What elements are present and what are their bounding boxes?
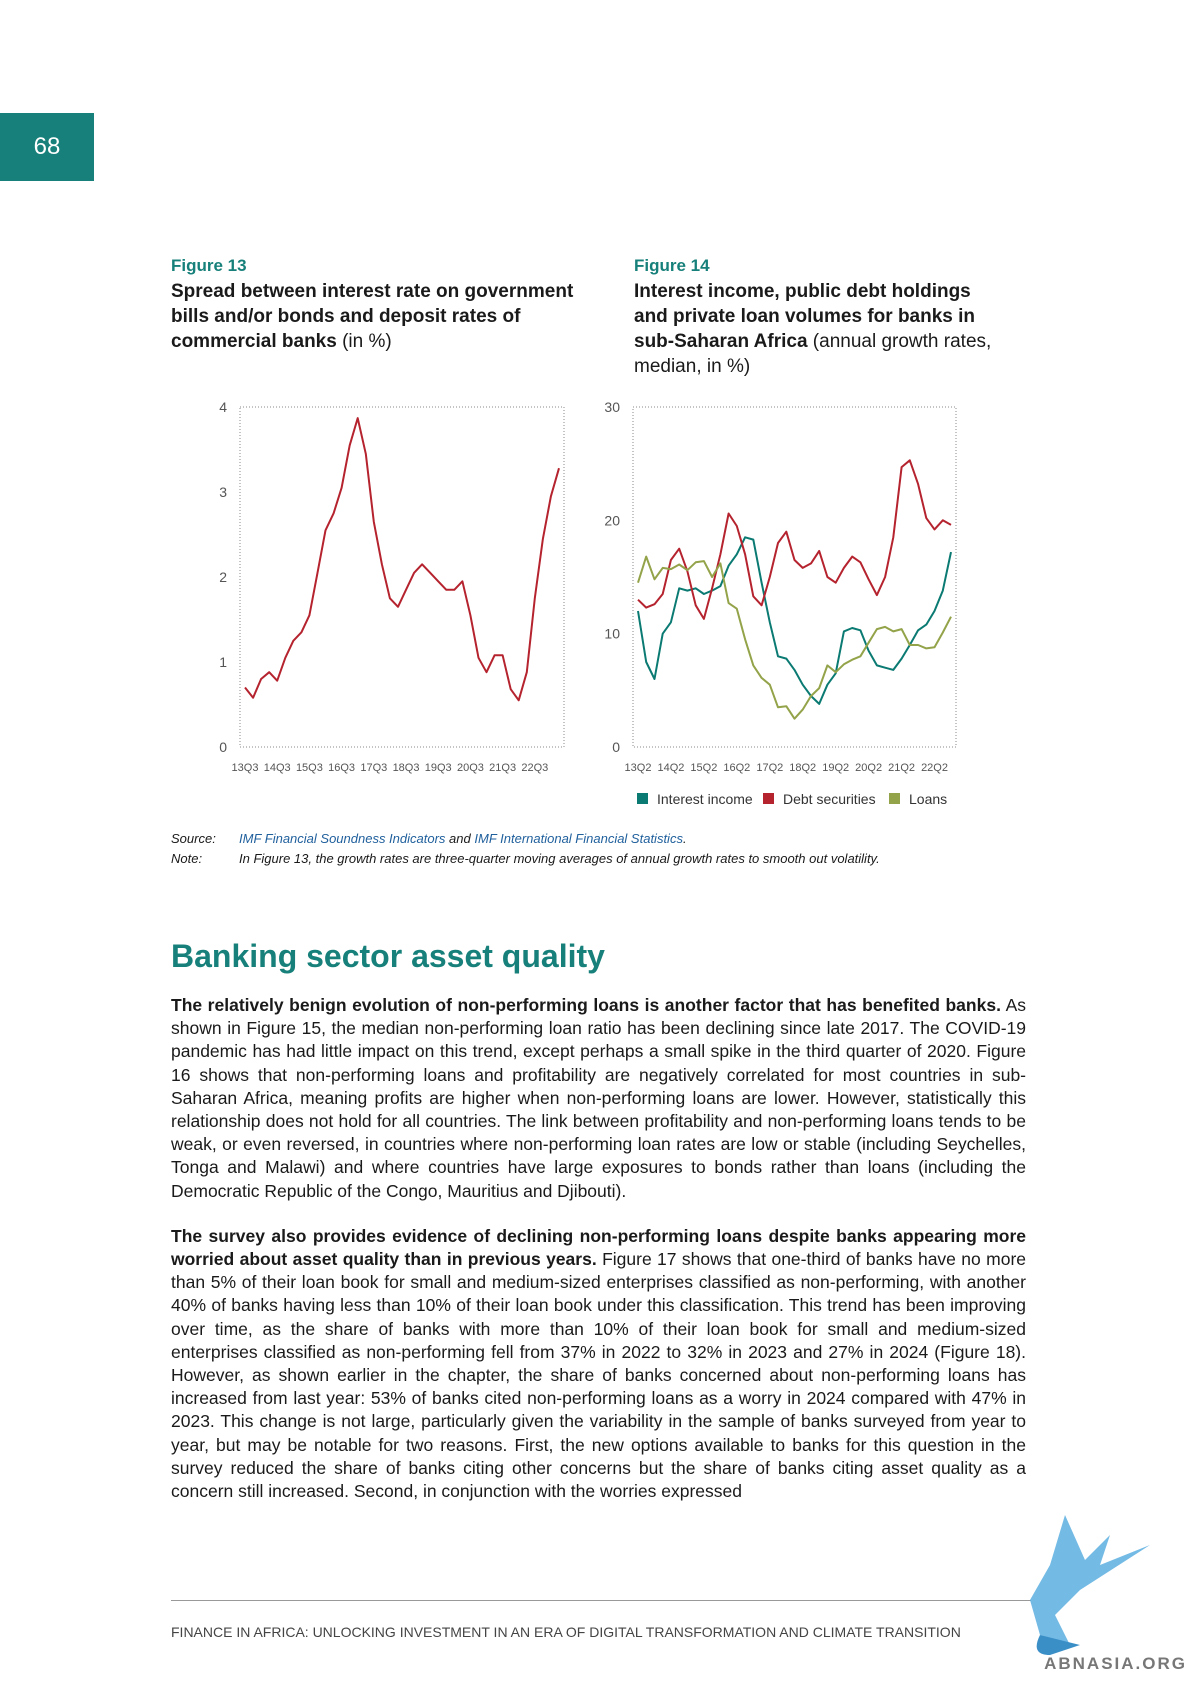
source-link[interactable]: IMF International Financial Statistics [474, 831, 683, 846]
footer: FINANCE IN AFRICA: UNLOCKING INVESTMENT … [171, 1624, 961, 1640]
x-tick-label: 20Q3 [457, 762, 484, 774]
source-link[interactable]: IMF Financial Soundness Indicators [239, 831, 446, 846]
legend-label: Loans [909, 791, 947, 807]
x-tick-label: 22Q2 [921, 762, 948, 774]
x-tick-label: 15Q2 [690, 762, 717, 774]
source-label: Source: [171, 831, 216, 846]
logo-bird [1030, 1515, 1150, 1645]
x-tick-label: 21Q3 [489, 762, 516, 774]
x-tick-label: 19Q2 [822, 762, 849, 774]
note-label: Note: [171, 851, 203, 866]
x-tick-label: 19Q3 [425, 762, 452, 774]
figure-title-unit: (annual growth rates, median, in %) [634, 331, 992, 377]
page-number: 68 [0, 113, 94, 181]
x-tick-label: 21Q2 [888, 762, 915, 774]
x-tick-label: 16Q3 [328, 762, 355, 774]
x-tick-label: 18Q2 [789, 762, 816, 774]
plot-frame [239, 406, 565, 748]
source-text: IMF Financial Soundness Indicators and I… [239, 831, 687, 846]
figure-label: Figure 13 [171, 256, 247, 275]
figure-title: Interest income, public debt holdings an… [634, 279, 1009, 379]
section-heading: Banking sector asset quality [171, 938, 605, 974]
watermark-logo: ABNASIA.ORG [1030, 1515, 1187, 1673]
plot-frame [632, 406, 957, 748]
figure-title-unit: (in %) [342, 331, 392, 352]
legend-label: Interest income [657, 791, 753, 807]
figure-label: Figure 14 [634, 256, 710, 275]
x-tick-label: 22Q3 [521, 762, 548, 774]
x-tick-label: 18Q3 [393, 762, 420, 774]
paragraph-text: Figure 17 shows that one-third of banks … [171, 1249, 1027, 1502]
note-text: In Figure 13, the growth rates are three… [239, 851, 880, 866]
data-line [637, 555, 952, 720]
data-line [637, 536, 952, 705]
paragraph-lead: The survey also provides evidence of dec… [171, 1225, 1026, 1270]
y-tick-label: 2 [219, 569, 227, 585]
x-tick-label: 14Q3 [264, 762, 291, 774]
y-tick-label: 1 [219, 654, 227, 670]
legend-swatch [637, 793, 648, 804]
x-tick-label: 17Q2 [756, 762, 783, 774]
legend-swatch [763, 793, 774, 804]
figure-title-main: Spread between interest rate on governme… [171, 281, 574, 352]
paragraph-text: As shown in Figure 15, the median non-pe… [171, 995, 1026, 1201]
source-end: . [682, 831, 687, 846]
x-tick-label: 13Q2 [625, 762, 652, 774]
y-tick-label: 30 [604, 399, 620, 415]
figure-title: Spread between interest rate on governme… [171, 279, 591, 354]
charts: 0 1 2 3 4 13Q3 14Q3 15Q3 16Q3 17Q3 18Q3 19Q3 20Q3 21Q… [219, 399, 957, 807]
x-tick-label: 16Q2 [723, 762, 750, 774]
x-tick-label: 17Q3 [360, 762, 387, 774]
y-tick-label: 4 [219, 399, 227, 415]
data-line [244, 417, 560, 702]
y-tick-label: 20 [604, 512, 620, 528]
y-tick-label: 10 [604, 626, 620, 642]
x-tick-label: 15Q3 [296, 762, 323, 774]
source-joiner: and [449, 831, 471, 846]
y-tick-label: 0 [219, 739, 227, 755]
watermark-text: ABNASIA.ORG [1044, 1654, 1187, 1673]
paragraph-lead: The relatively benign evolution of non-p… [171, 995, 1001, 1015]
x-tick-label: 20Q2 [855, 762, 882, 774]
x-tick-label: 13Q3 [232, 762, 259, 774]
paragraph: The relatively benign evolution of non-p… [171, 994, 1026, 1203]
body-text: The relatively benign evolution of non-p… [171, 994, 1026, 1525]
figure-title-main: Interest income, public debt holdings an… [634, 281, 976, 352]
data-line [637, 459, 952, 620]
logo-tail [1036, 1635, 1080, 1655]
paragraph: The survey also provides evidence of dec… [171, 1225, 1026, 1503]
legend-label: Debt securities [783, 791, 876, 807]
legend-swatch [889, 793, 900, 804]
y-tick-label: 3 [219, 484, 227, 500]
x-tick-label: 14Q2 [657, 762, 684, 774]
footer-rule [171, 1600, 1031, 1601]
y-tick-label: 0 [612, 739, 620, 755]
